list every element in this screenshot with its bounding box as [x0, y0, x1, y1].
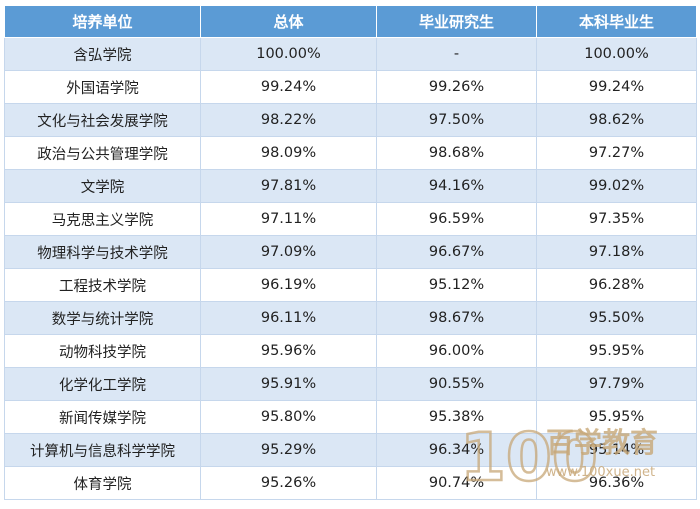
cell-unit: 文化与社会发展学院 — [4, 103, 201, 137]
table-row: 马克思主义学院 97.11% 96.59% 97.35% — [4, 202, 697, 236]
cell-overall: 95.91% — [200, 367, 377, 401]
header-undergraduate: 本科毕业生 — [536, 5, 697, 38]
header-overall: 总体 — [200, 5, 377, 38]
cell-overall: 95.26% — [200, 466, 377, 500]
cell-unit: 文学院 — [4, 169, 201, 203]
cell-undergraduate: 95.50% — [536, 301, 697, 335]
cell-unit: 物理科学与技术学院 — [4, 235, 201, 269]
employment-rate-table-container: 培养单位 总体 毕业研究生 本科毕业生 含弘学院 100.00% -100.00% 外… — [4, 5, 697, 500]
table-row: 体育学院 95.26% 90.74% 96.36% — [4, 466, 697, 500]
cell-overall: 97.09% — [200, 235, 377, 269]
cell-graduate: 96.59% — [376, 202, 537, 236]
cell-graduate: 94.16% — [376, 169, 537, 203]
cell-unit: 新闻传媒学院 — [4, 400, 201, 434]
cell-undergraduate: 99.02% — [536, 169, 697, 203]
cell-unit: 数学与统计学院 — [4, 301, 201, 335]
table-row: 工程技术学院 96.19% 95.12% 96.28% — [4, 268, 697, 302]
cell-overall: 96.19% — [200, 268, 377, 302]
cell-graduate: 96.00% — [376, 334, 537, 368]
table-row: 物理科学与技术学院 97.09% 96.67% 97.18% — [4, 235, 697, 269]
cell-graduate: 96.67% — [376, 235, 537, 269]
cell-unit: 动物科技学院 — [4, 334, 201, 368]
header-graduate: 毕业研究生 — [376, 5, 537, 38]
cell-graduate: 96.34% — [376, 433, 537, 467]
cell-graduate: 95.38% — [376, 400, 537, 434]
table-row: 文化与社会发展学院 98.22% 97.50% 98.62% — [4, 103, 697, 137]
cell-overall: 99.24% — [200, 70, 377, 104]
cell-unit: 计算机与信息科学学院 — [4, 433, 201, 467]
cell-undergraduate: 98.62% — [536, 103, 697, 137]
cell-graduate: 90.55% — [376, 367, 537, 401]
table-row: 政治与公共管理学院 98.09% 98.68% 97.27% — [4, 136, 697, 170]
cell-undergraduate: 96.28% — [536, 268, 697, 302]
cell-graduate: 98.68% — [376, 136, 537, 170]
cell-undergraduate: 95.95% — [536, 334, 697, 368]
table-row: 文学院 97.81% 94.16% 99.02% — [4, 169, 697, 203]
cell-graduate: 98.67% — [376, 301, 537, 335]
table-body: 含弘学院 100.00% -100.00% 外国语学院 99.24% 99.26% 99.2… — [4, 37, 697, 500]
table-row: 计算机与信息科学学院 95.29% 96.34% 95.14% — [4, 433, 697, 467]
cell-overall: 96.11% — [200, 301, 377, 335]
cell-overall: 95.96% — [200, 334, 377, 368]
cell-unit: 政治与公共管理学院 — [4, 136, 201, 170]
cell-overall: 95.80% — [200, 400, 377, 434]
cell-overall: 100.00% — [200, 37, 377, 71]
cell-unit: 马克思主义学院 — [4, 202, 201, 236]
cell-graduate: 99.26% — [376, 70, 537, 104]
cell-undergraduate: 97.35% — [536, 202, 697, 236]
table-row: 新闻传媒学院 95.80% 95.38% 95.95% — [4, 400, 697, 434]
cell-unit: 体育学院 — [4, 466, 201, 500]
cell-undergraduate: 97.27% — [536, 136, 697, 170]
cell-unit: 工程技术学院 — [4, 268, 201, 302]
table-row: 外国语学院 99.24% 99.26% 99.24% — [4, 70, 697, 104]
cell-unit: 含弘学院 — [4, 37, 201, 71]
cell-undergraduate: 96.36% — [536, 466, 697, 500]
cell-overall: 97.81% — [200, 169, 377, 203]
table-header-row: 培养单位 总体 毕业研究生 本科毕业生 — [4, 5, 697, 38]
table-row: 动物科技学院 95.96% 96.00% 95.95% — [4, 334, 697, 368]
cell-overall: 97.11% — [200, 202, 377, 236]
cell-undergraduate: 97.79% — [536, 367, 697, 401]
table-row: 含弘学院 100.00% -100.00% — [4, 37, 697, 71]
cell-graduate: - — [376, 37, 537, 71]
cell-graduate: 90.74% — [376, 466, 537, 500]
cell-graduate: 95.12% — [376, 268, 537, 302]
cell-overall: 95.29% — [200, 433, 377, 467]
cell-overall: 98.09% — [200, 136, 377, 170]
cell-undergraduate: 100.00% — [536, 37, 697, 71]
cell-unit: 外国语学院 — [4, 70, 201, 104]
table-row: 化学化工学院 95.91% 90.55% 97.79% — [4, 367, 697, 401]
cell-undergraduate: 95.95% — [536, 400, 697, 434]
cell-unit: 化学化工学院 — [4, 367, 201, 401]
cell-overall: 98.22% — [200, 103, 377, 137]
cell-undergraduate: 95.14% — [536, 433, 697, 467]
header-unit: 培养单位 — [4, 5, 201, 38]
cell-graduate: 97.50% — [376, 103, 537, 137]
cell-undergraduate: 99.24% — [536, 70, 697, 104]
cell-undergraduate: 97.18% — [536, 235, 697, 269]
table-row: 数学与统计学院 96.11% 98.67% 95.50% — [4, 301, 697, 335]
employment-rate-table: 培养单位 总体 毕业研究生 本科毕业生 含弘学院 100.00% -100.00% 外… — [4, 5, 697, 500]
